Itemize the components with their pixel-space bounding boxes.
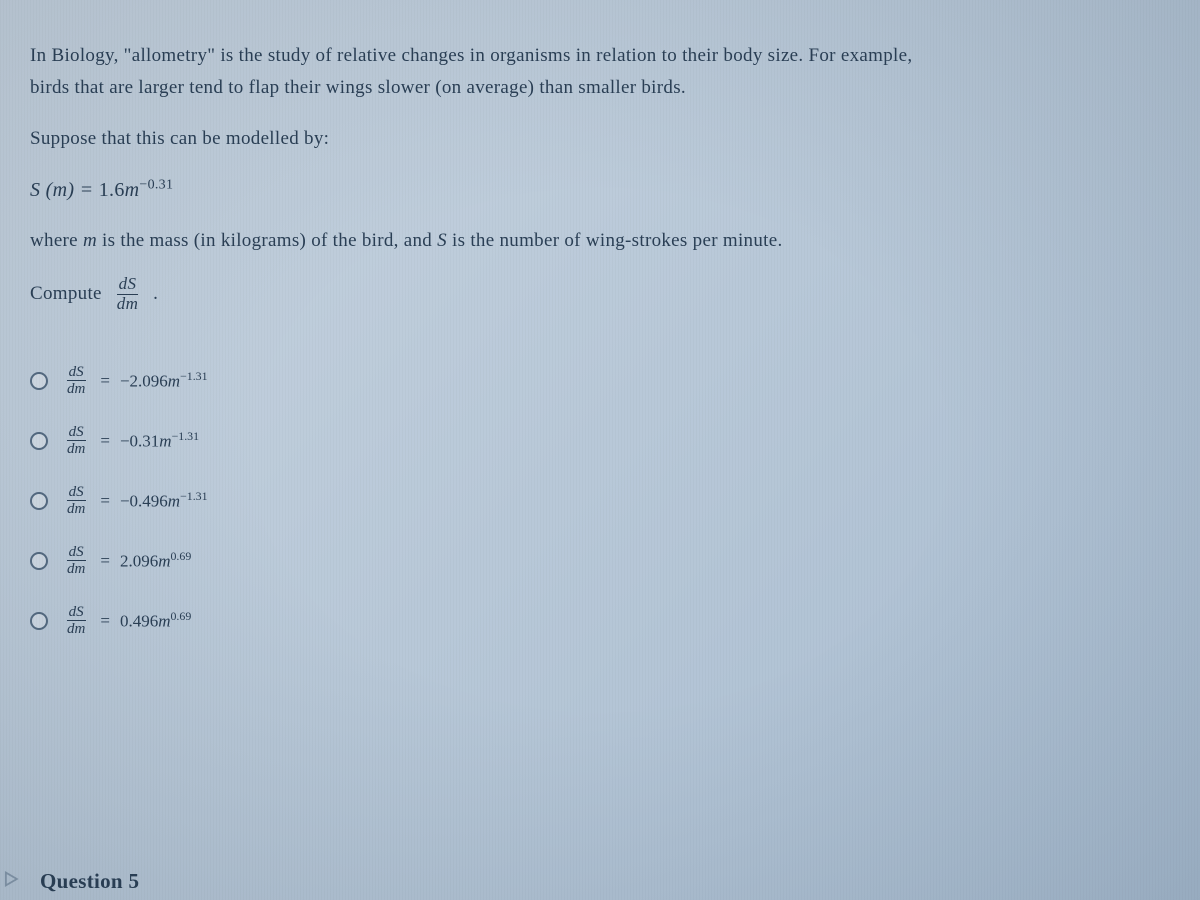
opt-coef: 0.496: [120, 612, 158, 631]
option-fraction: dS dm: [65, 424, 87, 458]
where-mid: is the mass (in kilograms) of the bird, …: [97, 230, 437, 251]
opt-coef: −0.31: [120, 432, 159, 451]
radio-icon[interactable]: [30, 492, 48, 510]
opt-m: m: [168, 372, 180, 391]
option-1[interactable]: dS dm = −2.096m−1.31: [30, 364, 1170, 398]
opt-frac-bot: dm: [65, 561, 87, 578]
option-1-math: dS dm = −2.096m−1.31: [62, 364, 208, 398]
intro-line-2: birds that are larger tend to flap their…: [30, 77, 686, 98]
option-3[interactable]: dS dm = −0.496m−1.31: [30, 484, 1170, 518]
model-equation: S (m) = 1.6m−0.31: [30, 173, 1170, 207]
where-line: where m is the mass (in kilograms) of th…: [30, 225, 1170, 257]
option-fraction: dS dm: [65, 364, 87, 398]
opt-m: m: [168, 492, 180, 511]
opt-equals: =: [100, 371, 110, 391]
opt-coef: −0.496: [120, 492, 168, 511]
opt-m: m: [158, 612, 170, 631]
opt-coef: 2.096: [120, 552, 158, 571]
eq-equals: =: [80, 179, 99, 201]
where-prefix: where: [30, 230, 83, 251]
option-2-math: dS dm = −0.31m−1.31: [62, 424, 199, 458]
opt-frac-top: dS: [67, 544, 86, 562]
opt-exp: −1.31: [180, 489, 208, 503]
opt-exp: 0.69: [170, 549, 191, 563]
opt-frac-top: dS: [67, 604, 86, 622]
opt-equals: =: [100, 551, 110, 571]
compute-line: Compute dS dm .: [30, 275, 1170, 313]
opt-equals: =: [100, 491, 110, 511]
where-m: m: [83, 230, 97, 251]
option-3-math: dS dm = −0.496m−1.31: [62, 484, 208, 518]
answer-options: dS dm = −2.096m−1.31 dS dm = −0.31m−1.31: [30, 364, 1170, 638]
option-5[interactable]: dS dm = 0.496m0.69: [30, 604, 1170, 638]
next-question-heading: Question 5: [40, 869, 139, 894]
question-text: In Biology, "allometry" is the study of …: [30, 40, 1170, 314]
eq-open-paren: (: [46, 179, 53, 201]
option-fraction: dS dm: [65, 484, 87, 518]
compute-frac-bot: dm: [115, 295, 140, 314]
compute-period: .: [153, 278, 158, 310]
radio-icon[interactable]: [30, 552, 48, 570]
opt-exp: 0.69: [170, 609, 191, 623]
opt-exp: −1.31: [172, 429, 200, 443]
radio-icon[interactable]: [30, 372, 48, 390]
opt-frac-bot: dm: [65, 441, 87, 458]
option-4[interactable]: dS dm = 2.096m0.69: [30, 544, 1170, 578]
option-4-math: dS dm = 2.096m0.69: [62, 544, 191, 578]
opt-frac-top: dS: [67, 364, 86, 382]
option-fraction: dS dm: [65, 544, 87, 578]
intro-line-1: In Biology, "allometry" is the study of …: [30, 45, 912, 66]
eq-rhs-coef: 1.6: [99, 179, 125, 201]
opt-m: m: [158, 552, 170, 571]
option-5-math: dS dm = 0.496m0.69: [62, 604, 191, 638]
intro-paragraph: In Biology, "allometry" is the study of …: [30, 40, 1170, 105]
opt-frac-bot: dm: [65, 501, 87, 518]
eq-rhs-var: m: [125, 179, 140, 201]
compute-frac-top: dS: [117, 275, 139, 295]
compute-fraction: dS dm: [115, 275, 140, 313]
opt-frac-top: dS: [67, 484, 86, 502]
eq-rhs-exp: −0.31: [139, 177, 173, 192]
option-fraction: dS dm: [65, 604, 87, 638]
opt-frac-bot: dm: [65, 381, 87, 398]
opt-coef: −2.096: [120, 372, 168, 391]
opt-equals: =: [100, 431, 110, 451]
eq-close-paren: ): [67, 179, 74, 201]
opt-m: m: [159, 432, 171, 451]
eq-lhs-func: S: [30, 179, 40, 201]
next-question-arrow-icon: [4, 870, 26, 888]
opt-frac-bot: dm: [65, 621, 87, 638]
option-2[interactable]: dS dm = −0.31m−1.31: [30, 424, 1170, 458]
suppose-line: Suppose that this can be modelled by:: [30, 123, 1170, 155]
eq-lhs-arg: m: [53, 179, 68, 201]
opt-frac-top: dS: [67, 424, 86, 442]
compute-label: Compute: [30, 278, 102, 310]
where-s: S: [437, 230, 447, 251]
opt-exp: −1.31: [180, 369, 208, 383]
opt-equals: =: [100, 611, 110, 631]
where-end: is the number of wing-strokes per minute…: [447, 230, 783, 251]
radio-icon[interactable]: [30, 612, 48, 630]
radio-icon[interactable]: [30, 432, 48, 450]
